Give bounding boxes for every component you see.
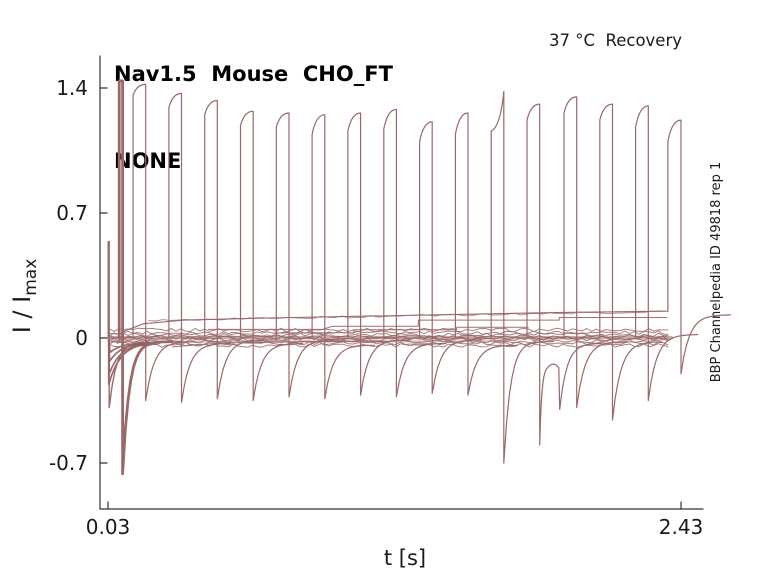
y-tick-label: 1.4 (56, 76, 88, 100)
y-tick-label: 0 (75, 326, 88, 350)
plot-title-line1: Nav1.5 Mouse CHO_FT (114, 62, 393, 86)
y-tick-label: -0.7 (48, 450, 88, 475)
temperature-protocol-annotation: 37 °C Recovery (549, 31, 683, 50)
y-tick-label: 0.7 (56, 201, 88, 225)
plot-title-line2: NONE (114, 149, 182, 173)
x-tick-label: 2.43 (658, 515, 704, 539)
plot-title: Nav1.5 Mouse CHO_FT NONE (114, 2, 393, 234)
x-axis-label: t [s] (383, 546, 427, 570)
x-tick-label: 0.03 (85, 515, 131, 539)
